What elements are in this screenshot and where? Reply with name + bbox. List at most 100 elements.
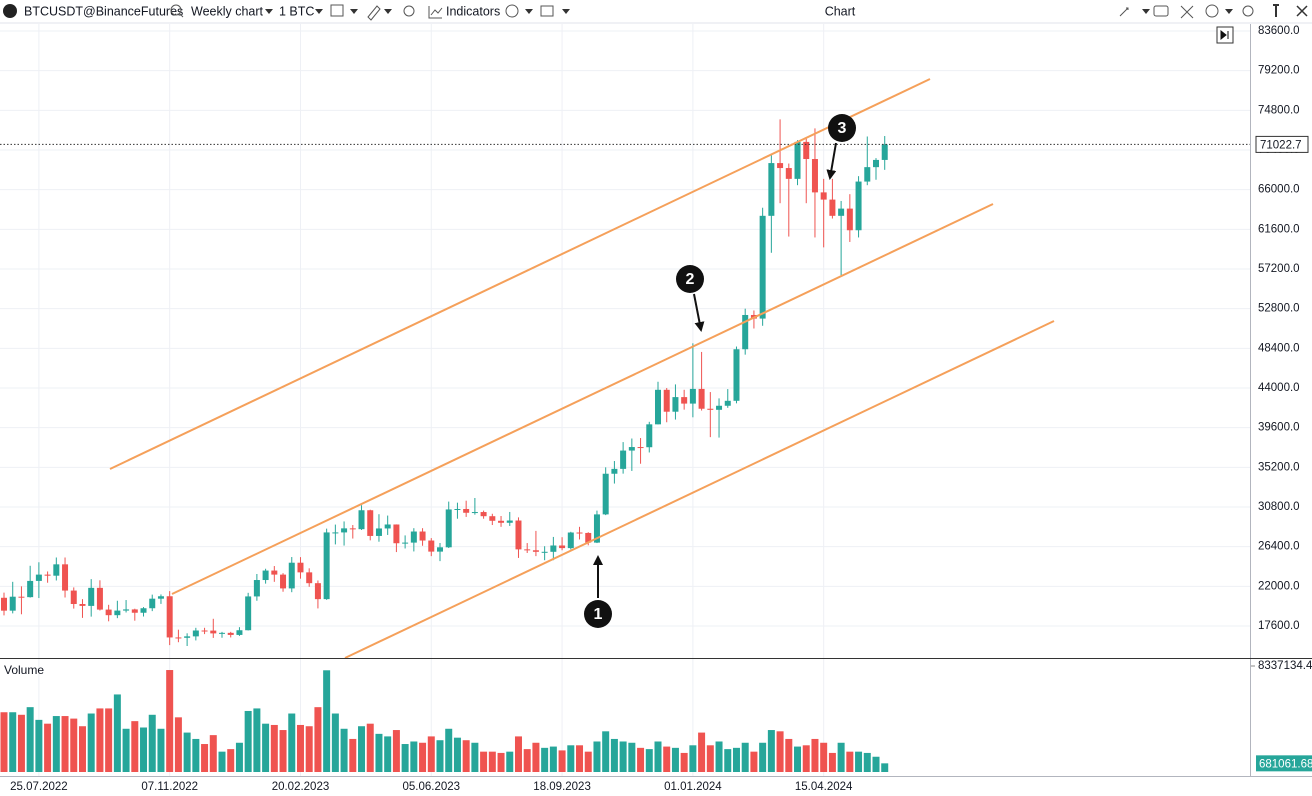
volume-bar [759,742,767,772]
price-axis: 25.07.2022 07.11.2022 20.02.2023 05.06.2023… [10,24,1312,796]
volume-bar [794,746,802,772]
badge-label: 3 [838,120,847,137]
volume-bar [17,714,25,772]
caret[interactable] [1142,9,1150,14]
volume-bar [671,747,679,772]
candle-body [219,632,225,634]
candle-body [716,405,723,410]
volume-bar [706,745,714,772]
candle-body [785,168,792,179]
x-tick-label: 07.11.2022 [141,781,198,793]
candle-body [280,574,287,589]
caret[interactable] [265,9,273,14]
candle-body [480,512,487,517]
candle-body [410,531,417,543]
camera-icon[interactable] [1153,5,1169,17]
volume-bar [35,719,43,772]
volume-bar [96,708,104,772]
channel-line [171,203,994,595]
indicators[interactable]: Indicators [446,4,500,18]
volume-bar [218,751,226,772]
volume-bar [183,732,191,772]
candle-body [463,508,470,513]
volume-bar [488,751,496,772]
caret[interactable] [1225,9,1233,14]
candle-body [166,596,173,638]
x-tick-label: 01.01.2024 [664,781,722,793]
logo[interactable] [3,4,17,18]
volume-bar [235,742,243,772]
indicators-icon[interactable] [428,6,443,19]
candle-body [838,208,845,216]
volume-bar [9,712,17,772]
caret[interactable] [384,9,392,14]
quantity[interactable]: 1 BTC [279,4,314,18]
channel-line [344,320,1055,659]
candle-body [803,141,810,160]
volume-bar [410,741,418,772]
last-volume-label: 681061.68 [1259,758,1312,770]
x-tick-label: 20.02.2023 [272,781,330,793]
layout-icon[interactable] [540,5,554,17]
caret[interactable] [562,9,570,14]
caret[interactable] [525,9,533,14]
volume-bar [148,714,156,772]
candle-body [576,532,583,534]
settings-icon[interactable] [1242,5,1254,17]
last-volume-box [1256,755,1312,772]
candle-body [210,630,217,634]
volume-bar [855,751,863,772]
symbol[interactable]: BTCUSDT@BinanceFutures [24,4,183,18]
volume-bar [863,752,871,772]
candle-body [532,550,539,552]
last-price-box [1255,135,1309,153]
chart-type-icon[interactable] [330,4,344,17]
candle-body [105,609,112,616]
candle-body [620,450,627,469]
volume-bar [436,740,444,772]
volume-bar [253,708,261,772]
draw-icon[interactable] [367,5,381,21]
candle-body [707,408,714,410]
grid [0,24,1250,776]
timeframe[interactable]: Weekly chart [191,4,264,18]
crosshair-icon[interactable] [505,4,519,18]
search-icon[interactable] [170,4,182,16]
badge-label: 1 [594,606,603,623]
candle-body [541,551,548,553]
shrink-icon[interactable] [1119,7,1129,17]
candle-body [454,508,461,510]
volume-bar [471,742,479,772]
candle-body [236,630,243,635]
badge [584,600,612,628]
candle-body [70,590,77,605]
candle-body [437,547,443,552]
candle-body [689,388,696,404]
expand-icon[interactable] [1180,5,1194,19]
candle-body [829,199,836,216]
volume-bar [358,726,366,772]
y-tick-label: 83600.0 [1258,25,1300,37]
volume-bar [619,741,627,772]
candle-body [288,562,295,589]
pin-icon[interactable] [1273,4,1279,17]
zoom-icon[interactable] [403,5,415,17]
candle-body [628,447,635,451]
candle-body [550,545,557,552]
candle-body [646,424,653,448]
caret[interactable] [315,9,323,14]
caret[interactable] [350,9,358,14]
volume-bar [576,745,584,772]
volume-bar [375,733,383,772]
theme-icon[interactable] [1205,4,1219,18]
volume-bar [340,728,348,772]
volume-bar [532,742,540,772]
candle-body [777,163,784,169]
candle-body [53,564,60,576]
volume-bar [166,670,174,772]
candle-body [341,528,348,533]
candle-body [402,542,409,544]
volume-bar [584,751,592,772]
candle-body [96,587,103,610]
close-icon[interactable] [1296,5,1308,17]
